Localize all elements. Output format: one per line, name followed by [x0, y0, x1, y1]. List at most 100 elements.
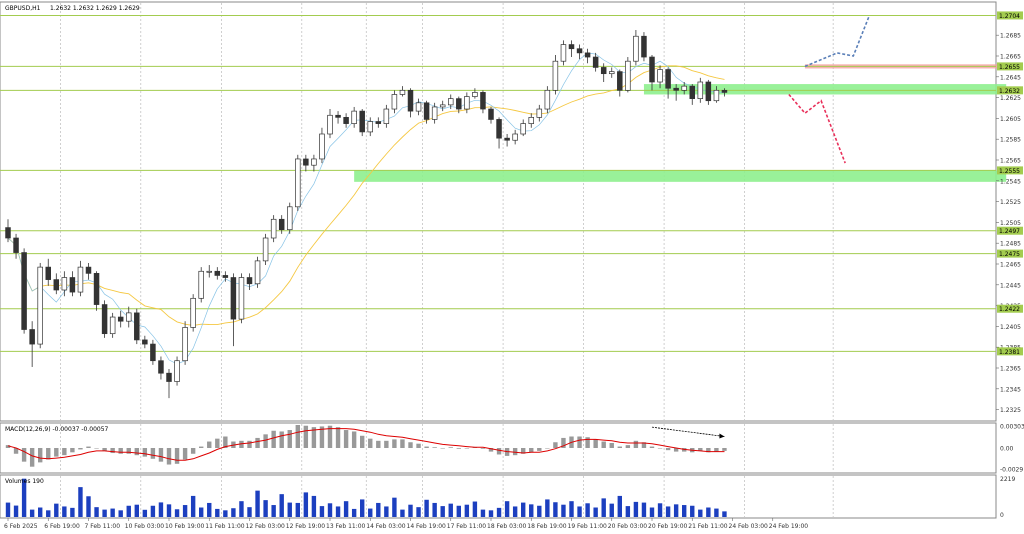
candle-body	[230, 277, 237, 320]
volume-bar	[585, 503, 590, 517]
candle-body	[496, 119, 502, 139]
candle-body	[238, 277, 245, 320]
volume-bar	[70, 507, 75, 517]
candle-body	[705, 81, 712, 102]
candle-body	[174, 360, 180, 382]
macd-bar	[190, 448, 196, 454]
candle-body	[431, 106, 438, 120]
time-axis: 6 Feb 2025 6 Feb 19:00 7 Feb 11:00 10 Feb 0…	[4, 518, 808, 530]
macd-bar	[408, 442, 413, 448]
volume-bar	[537, 505, 542, 517]
macd-bar	[335, 427, 341, 448]
candle-body	[399, 89, 406, 95]
candle-body	[311, 158, 317, 166]
volume-bar	[255, 490, 260, 517]
volume-bar	[722, 511, 727, 517]
candle-body	[359, 110, 365, 133]
candle-body	[182, 327, 188, 362]
macd-bar	[29, 448, 35, 467]
volume-bar	[440, 506, 445, 517]
x-tick-label: 6 Feb 19:00	[44, 523, 80, 530]
volume-bar	[327, 503, 333, 517]
macd-signal-line	[7, 428, 725, 461]
x-tick-label: 12 Feb 03:00	[246, 523, 286, 530]
y-tick-label: 1.2585	[1000, 137, 1021, 144]
candle-body	[287, 206, 293, 231]
macd-bar	[665, 448, 671, 451]
macd-bar	[78, 448, 83, 450]
volume-bar	[351, 508, 357, 517]
macd-bar	[239, 440, 244, 448]
level-price-tag	[997, 166, 1023, 175]
volume-bar	[319, 506, 325, 517]
x-tick-label: 7 Feb 11:00	[85, 523, 121, 530]
macd-divergence-arrow	[651, 426, 725, 439]
macd-bar	[657, 448, 663, 449]
macd-bar	[392, 439, 397, 448]
divergence-arrowhead	[719, 433, 725, 439]
candle-body	[681, 85, 687, 91]
volume-bar	[126, 505, 131, 517]
candle-body	[335, 114, 341, 118]
macd-bar	[488, 448, 494, 452]
macd-bar	[585, 437, 590, 448]
x-tick-label: 20 Feb 19:00	[648, 523, 688, 530]
volume-bar	[553, 502, 558, 517]
candle-body	[69, 277, 76, 293]
volume-bar	[368, 508, 373, 517]
volume-bar	[247, 507, 252, 517]
macd-bar	[158, 448, 164, 462]
volume-bar	[698, 509, 703, 517]
macd-bar	[698, 448, 703, 451]
volume-bar	[360, 499, 365, 517]
volume-label: Volumes 190	[5, 478, 44, 485]
level-price-text: 1.2422	[999, 306, 1020, 313]
candle-body	[633, 35, 639, 62]
candle-body	[649, 56, 655, 83]
y-tick-label: 1.2325	[1000, 407, 1021, 414]
candle-body	[608, 71, 615, 75]
level-price-text: 1.2555	[999, 168, 1020, 175]
volume-bar	[174, 509, 180, 517]
macd-bar	[166, 448, 172, 465]
volume-tick-label: 2219	[1000, 476, 1015, 483]
volume-bar	[190, 495, 196, 517]
y-tick-label: 1.2565	[1000, 158, 1021, 165]
volume-bar	[529, 504, 534, 517]
candle-body	[13, 237, 19, 253]
candle-body	[617, 71, 623, 91]
candle-body	[319, 133, 325, 160]
macd-label: MACD(12,26,9) -0.00037 -0.00057	[5, 426, 109, 433]
candle-body	[367, 121, 374, 133]
macd-bar	[609, 442, 614, 448]
volume-bar	[376, 502, 381, 517]
macd-bar	[384, 440, 389, 448]
candle-body	[134, 312, 140, 341]
macd-bar	[400, 439, 405, 448]
volume-bar	[593, 507, 598, 517]
volume-tick-label: 0	[1000, 512, 1004, 519]
candle-body	[125, 312, 132, 322]
volume-bar	[384, 506, 389, 517]
candle-body	[472, 92, 478, 97]
volume-bar	[464, 504, 470, 517]
candle-body	[689, 85, 695, 99]
level-price-text: 1.2475	[999, 251, 1020, 258]
y-tick-label: 1.2645	[1000, 74, 1021, 81]
volume-bar	[408, 504, 413, 517]
macd-tick-label: 0.00	[1000, 446, 1014, 453]
volume-bar	[625, 506, 631, 517]
candle-body	[222, 275, 229, 278]
macd-bar	[496, 448, 502, 455]
candle-body	[351, 110, 357, 124]
volume-bar	[303, 492, 309, 517]
candle-body	[37, 266, 43, 345]
macd-bar	[722, 448, 727, 451]
candle-body	[53, 279, 60, 291]
x-tick-label: 20 Feb 03:00	[608, 523, 648, 530]
volume-bar	[166, 504, 172, 517]
volume-bar	[569, 501, 574, 517]
macd-bar	[142, 448, 148, 457]
macd-bar	[464, 448, 470, 449]
